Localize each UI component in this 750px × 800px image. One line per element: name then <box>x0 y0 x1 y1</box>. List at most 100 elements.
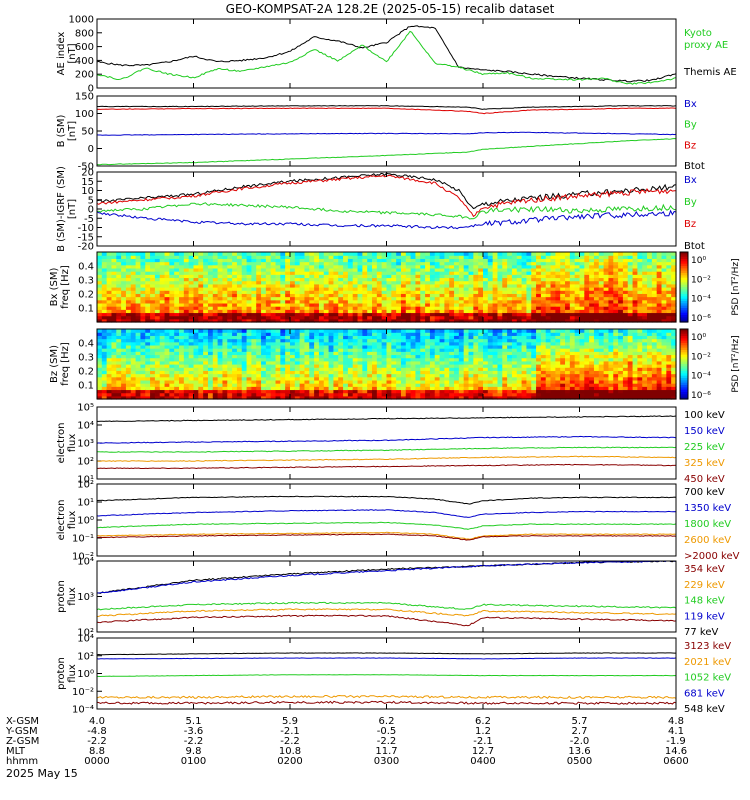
spectrogram-cell <box>492 296 499 301</box>
spectrogram-cell <box>101 255 108 259</box>
spectrogram-cell <box>560 274 566 279</box>
spectrogram-cell <box>627 252 634 256</box>
spectrogram-cell <box>647 261 653 266</box>
spectrogram-cell <box>232 373 238 378</box>
spectrogram-cell <box>304 354 310 359</box>
spectrogram-cell <box>415 341 421 346</box>
series-line-By <box>97 137 676 166</box>
spectrogram-cell <box>232 255 238 259</box>
spectrogram-cell <box>338 283 344 288</box>
spectrogram-cell <box>265 252 272 256</box>
spectrogram-cell <box>391 344 397 349</box>
spectrogram-cell <box>116 344 122 349</box>
spectrogram-cell <box>651 264 658 269</box>
spectrogram-cell <box>294 315 301 320</box>
spectrogram-cell <box>497 299 503 304</box>
spectrogram-cell <box>241 341 248 346</box>
spectrogram-cell <box>314 332 320 336</box>
spectrogram-cell <box>125 318 132 323</box>
spectrogram-cell <box>299 264 306 269</box>
spectrogram-cell <box>101 360 108 365</box>
spectrogram-cell <box>304 258 310 263</box>
spectrogram-cell <box>333 335 339 340</box>
ylabel-line: B (SM) <box>56 114 67 147</box>
spectrogram-cell <box>227 389 233 394</box>
spectrogram-cell <box>540 271 547 275</box>
spectrogram-cell <box>323 329 330 333</box>
spectrogram-cell <box>333 338 339 343</box>
spectrogram-cell <box>164 364 170 368</box>
colorbar-segment <box>680 282 688 286</box>
spectrogram-cell <box>188 392 195 397</box>
spectrogram-cell <box>468 379 474 384</box>
spectrogram-cell <box>661 258 667 263</box>
spectrogram-cell <box>454 364 460 368</box>
spectrogram-cell <box>507 299 513 304</box>
spectrogram-cell <box>130 351 137 356</box>
spectrogram-cell <box>101 287 108 291</box>
spectrogram-cell <box>150 344 156 349</box>
spectrogram-cell <box>154 373 161 378</box>
spectrogram-cell <box>502 261 508 266</box>
spectrogram-cell <box>420 392 426 397</box>
spectrogram-cell <box>463 357 470 362</box>
spectrogram-cell <box>232 312 238 317</box>
spectrogram-cell <box>328 264 335 269</box>
spectrogram-cell <box>183 383 190 387</box>
spectrogram-cell <box>193 329 199 333</box>
spectrogram-cell <box>598 255 605 259</box>
spectrogram-cell <box>290 264 296 269</box>
spectrogram-cell <box>299 332 306 336</box>
spectrogram-cell <box>299 302 306 307</box>
spectrogram-cell <box>565 392 571 397</box>
spectrogram-cell <box>632 264 638 269</box>
spectrogram-cell <box>227 296 233 301</box>
spectrogram-cell <box>256 344 262 349</box>
spectrogram-cell <box>555 341 561 346</box>
spectrogram-cell <box>598 258 605 263</box>
spectrogram-cell <box>241 302 248 307</box>
spectrogram-cell <box>116 255 122 259</box>
spectrogram-cell <box>290 383 296 387</box>
spectrogram-cell <box>593 277 600 282</box>
spectrogram-cell <box>343 335 349 340</box>
spectrogram-cell <box>473 261 479 266</box>
spectrogram-cell <box>400 309 407 314</box>
spectrogram-cell <box>439 376 445 381</box>
spectrogram-cell <box>193 252 199 256</box>
spectrogram-cell <box>251 354 257 359</box>
spectrogram-cell <box>270 267 277 272</box>
spectrogram-cell <box>656 280 663 285</box>
spectrogram-cell <box>265 383 272 387</box>
panel-bdiff: B (SM)-IGRF (SM)[nT]20151050-5-10-15-20B… <box>56 166 705 252</box>
spectrogram-cell <box>183 290 190 294</box>
spectrogram-cell <box>97 277 103 282</box>
spectrogram-cell <box>502 364 508 368</box>
spectrogram-cell <box>386 293 392 298</box>
ytick-label: 1000 <box>69 15 94 26</box>
spectrogram-cell <box>328 293 335 298</box>
spectrogram-cell <box>671 299 677 304</box>
spectrogram-cell <box>516 283 523 288</box>
spectrogram-cell <box>502 373 508 378</box>
spectrogram-cell <box>343 357 349 362</box>
spectrogram-cell <box>97 293 103 298</box>
spectrogram-cell <box>405 373 412 378</box>
spectrogram-cell <box>183 280 190 285</box>
spectrogram-cell <box>651 283 658 288</box>
spectrogram-cell <box>483 309 489 314</box>
spectrogram-cell <box>217 264 224 269</box>
spectrogram-cell <box>400 287 407 291</box>
spectrogram-cell <box>473 392 479 397</box>
spectrogram-cell <box>434 338 441 343</box>
spectrogram-cell <box>323 312 330 317</box>
spectrogram-cell <box>434 386 441 391</box>
spectrogram-cell <box>275 357 281 362</box>
spectrogram-cell <box>415 360 421 365</box>
spectrogram-cell <box>526 255 532 259</box>
spectrogram-cell <box>207 357 214 362</box>
spectrogram-cell <box>478 338 484 343</box>
spectrogram-cell <box>318 296 325 301</box>
spectrogram-cell <box>574 277 581 282</box>
spectrogram-cell <box>246 283 252 288</box>
